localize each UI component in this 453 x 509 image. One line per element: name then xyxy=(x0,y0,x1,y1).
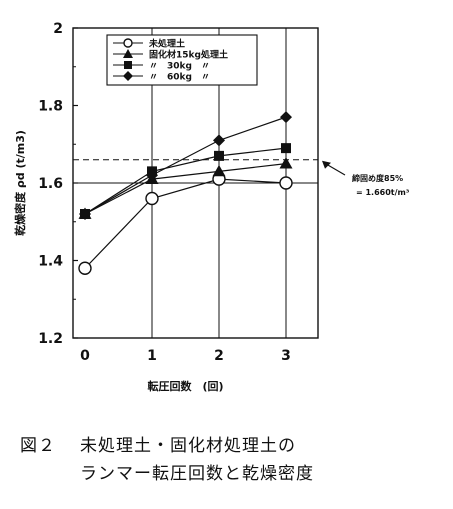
series-2-point xyxy=(212,164,226,177)
series-4-point xyxy=(146,169,158,182)
annotation-arrowhead xyxy=(322,160,331,169)
y-tick-label: 2 xyxy=(53,21,63,37)
series-4-point xyxy=(280,111,292,124)
y-axis-label: 乾燥密度 ρd (t/m3) xyxy=(13,130,27,236)
x-tick-label: 2 xyxy=(214,348,224,364)
legend-marker xyxy=(123,49,133,58)
reference-label-line2: = 1.660t/m³ xyxy=(356,188,410,197)
series-line-3 xyxy=(84,147,287,215)
y-tick-label: 1.6 xyxy=(38,176,63,192)
series-4-point xyxy=(79,208,91,220)
series-line-1 xyxy=(84,178,287,269)
reference-annotation: 締固め度85% = 1.660t/m³ xyxy=(322,160,410,197)
y-tick-label: 1.8 xyxy=(38,99,63,115)
legend-marker xyxy=(124,61,132,69)
caption-line2: ランマー転圧回数と乾燥密度 xyxy=(80,464,314,484)
series-1-point xyxy=(78,261,92,275)
legend-label: 固化材15kg処理土 xyxy=(149,49,228,61)
y-tick-label: 1.4 xyxy=(38,254,63,270)
legend-label: 〃 60kg 〃 xyxy=(149,73,210,83)
legend-label: 〃 30kg 〃 xyxy=(149,62,210,72)
series-2-point xyxy=(279,157,293,169)
y-tick-label: 1.2 xyxy=(38,331,63,347)
series-1-point xyxy=(279,176,293,190)
x-axis-label: 転圧回数 (回) xyxy=(147,379,223,393)
caption-label: 図２ xyxy=(20,436,56,456)
series-3-point xyxy=(281,143,291,154)
legend-marker xyxy=(123,71,133,81)
caption-line1: 未処理土・固化材処理土の xyxy=(80,436,296,456)
reference-label-line1: 締固め度85% xyxy=(352,173,403,183)
legend-marker xyxy=(123,38,133,48)
series-1-point xyxy=(145,191,159,206)
figure-caption: 図２ 未処理土・固化材処理土の ランマー転圧回数と乾燥密度 xyxy=(20,432,440,488)
legend-label: 未処理土 xyxy=(148,38,185,50)
x-tick-label: 1 xyxy=(147,348,157,364)
series-line-4 xyxy=(84,116,287,215)
series-3-point xyxy=(214,150,224,161)
series-line-2 xyxy=(84,163,287,215)
series-group xyxy=(78,111,293,275)
x-tick-label: 0 xyxy=(80,348,90,364)
x-tick-label: 3 xyxy=(281,348,291,364)
series-4-point xyxy=(213,134,225,147)
